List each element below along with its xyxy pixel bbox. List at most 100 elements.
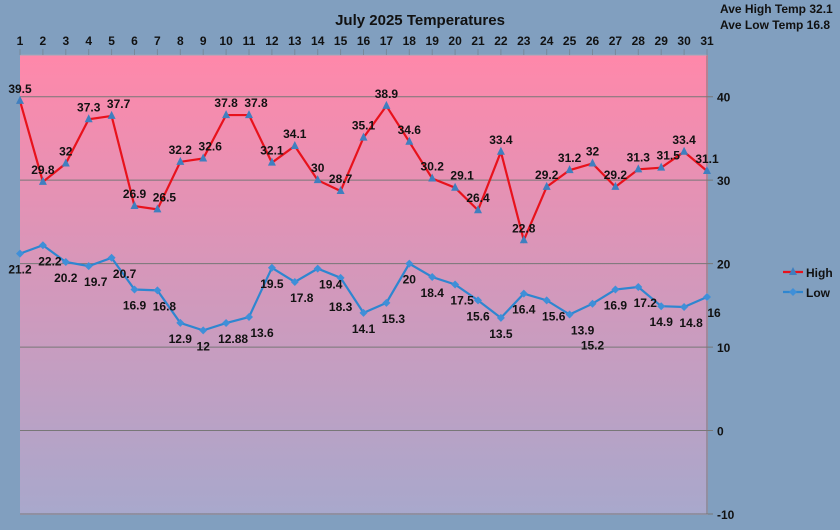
x-tick-label: 9 (200, 34, 207, 48)
high-point (245, 110, 253, 119)
high-data-label: 31.3 (627, 150, 651, 164)
high-point (84, 114, 93, 123)
low-data-label: 19.5 (260, 277, 284, 291)
low-data-label: 22.2 (38, 254, 62, 268)
low-point (451, 280, 460, 289)
low-point (130, 285, 139, 294)
low-point (16, 249, 24, 258)
high-point (38, 176, 47, 185)
low-data-label: 12.88 (218, 332, 248, 346)
y-tick-label: 40 (717, 91, 731, 105)
low-point (176, 318, 185, 327)
x-tick-label: 19 (426, 34, 440, 48)
low-point (222, 319, 231, 328)
high-data-label: 31.2 (558, 151, 582, 165)
high-data-label: 33.4 (489, 133, 513, 147)
high-data-label: 26.5 (153, 190, 177, 204)
high-point (496, 146, 505, 155)
high-data-label: 37.3 (77, 100, 101, 114)
low-point (496, 313, 505, 322)
high-point (16, 95, 24, 104)
high-data-label: 32.1 (260, 144, 284, 158)
high-point (565, 165, 574, 174)
high-data-label: 26.4 (466, 191, 490, 205)
high-data-label: 32 (59, 144, 73, 158)
low-data-label: 16.9 (604, 299, 628, 313)
high-data-label: 22.8 (512, 221, 536, 235)
low-point (245, 313, 253, 322)
low-point (153, 286, 162, 295)
x-tick-label: 18 (403, 34, 417, 48)
x-tick-label: 3 (62, 34, 69, 48)
low-data-label: 15.2 (581, 339, 605, 353)
legend-label: High (806, 266, 833, 280)
x-tick-label: 25 (563, 34, 577, 48)
high-data-label: 39.5 (8, 82, 32, 96)
low-point (290, 277, 299, 286)
high-data-label: 37.8 (214, 96, 238, 110)
high-data-label: 29.8 (31, 163, 55, 177)
low-data-label: 21.2 (8, 263, 32, 277)
high-point (657, 162, 666, 171)
high-point (107, 110, 116, 119)
low-point (634, 283, 643, 292)
high-data-label: 26.9 (123, 187, 147, 201)
low-point (611, 285, 620, 294)
x-tick-label: 23 (517, 34, 531, 48)
low-point (588, 299, 597, 308)
y-tick-label: 10 (717, 341, 731, 355)
low-point (405, 259, 414, 268)
series-high (16, 95, 711, 244)
high-data-label: 31.5 (657, 149, 681, 163)
series-low (16, 241, 711, 335)
low-point (313, 264, 322, 273)
low-point (565, 310, 574, 319)
x-tick-label: 12 (265, 34, 279, 48)
high-data-label: 28.7 (329, 172, 353, 186)
low-data-label: 15.6 (466, 309, 490, 323)
low-data-label: 13.6 (250, 326, 274, 340)
y-tick-label: 0 (717, 425, 724, 439)
high-data-label: 32.2 (169, 143, 193, 157)
high-point (428, 173, 437, 182)
x-tick-label: 15 (334, 34, 348, 48)
low-data-label: 16 (707, 306, 721, 320)
y-tick-label: 20 (717, 258, 731, 272)
high-data-label: 30.2 (421, 160, 445, 174)
low-data-label: 20 (403, 273, 417, 287)
low-data-label: 14.1 (352, 322, 376, 336)
low-data-label: 13.5 (489, 327, 513, 341)
high-point (290, 140, 299, 149)
plot-area (20, 55, 708, 515)
high-data-label: 30 (311, 161, 325, 175)
high-point (313, 175, 322, 184)
x-tick-label: 11 (243, 34, 256, 48)
low-data-label: 16.9 (123, 299, 147, 313)
low-data-label: 20.7 (113, 267, 137, 281)
x-tick-label: 13 (288, 34, 302, 48)
low-point (359, 308, 368, 317)
high-point (519, 235, 528, 244)
high-point (405, 136, 414, 145)
low-data-label: 12 (197, 339, 211, 353)
x-tick-label: 7 (154, 34, 161, 48)
x-tick-label: 16 (357, 34, 371, 48)
low-point (38, 241, 47, 250)
high-point (61, 158, 70, 167)
low-data-label: 19.4 (319, 278, 343, 292)
high-point (267, 157, 276, 166)
low-data-label: 16.8 (153, 299, 177, 313)
low-point (519, 289, 528, 298)
x-tick-label: 21 (471, 34, 485, 48)
high-point (680, 146, 689, 155)
x-tick-label: 30 (677, 34, 691, 48)
high-data-label: 32 (586, 144, 600, 158)
high-data-label: 34.6 (398, 123, 422, 137)
low-point (542, 296, 551, 305)
low-data-label: 18.3 (329, 300, 353, 314)
high-point (199, 153, 208, 162)
high-point (474, 205, 482, 214)
average-high-temp: Ave High Temp 32.1 (720, 2, 833, 16)
low-data-label: 17.5 (450, 294, 474, 308)
x-tick-label: 1 (17, 34, 24, 48)
